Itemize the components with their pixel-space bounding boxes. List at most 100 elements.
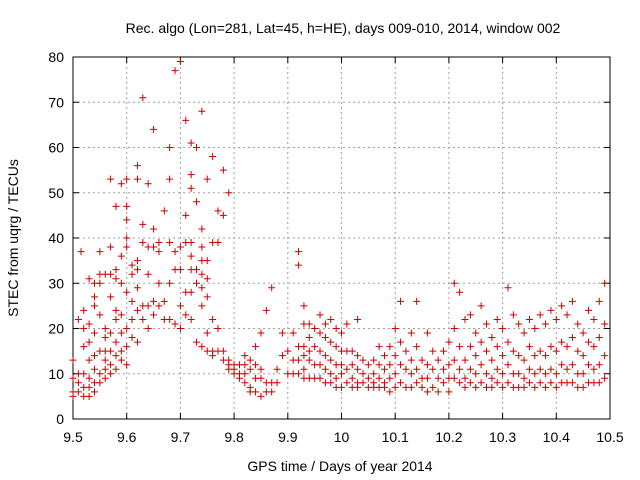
data-point <box>235 374 243 382</box>
data-point <box>117 347 125 355</box>
data-point <box>193 266 201 274</box>
y-tick-label: 50 <box>48 185 64 201</box>
data-point <box>450 356 458 364</box>
data-point <box>520 356 528 364</box>
data-point <box>542 352 550 360</box>
data-point <box>574 347 582 355</box>
data-point <box>563 311 571 319</box>
data-point <box>128 270 136 278</box>
data-point <box>434 388 442 396</box>
data-point <box>536 379 544 387</box>
data-point <box>525 315 533 323</box>
data-point <box>295 248 303 256</box>
data-point <box>402 365 410 373</box>
data-point <box>252 388 260 396</box>
data-point <box>413 297 421 305</box>
data-point <box>375 343 383 351</box>
data-point <box>316 361 324 369</box>
data-point <box>96 248 104 256</box>
data-point <box>552 315 560 323</box>
data-point <box>348 361 356 369</box>
data-point <box>203 275 211 283</box>
data-point <box>139 94 147 102</box>
data-point <box>493 343 501 351</box>
data-point <box>407 383 415 391</box>
data-point <box>504 338 512 346</box>
data-point <box>568 361 576 369</box>
data-point <box>155 302 163 310</box>
data-point <box>198 302 206 310</box>
x-tick-label: 10.4 <box>543 429 570 445</box>
data-point <box>305 356 313 364</box>
data-point <box>332 325 340 332</box>
y-tick-label: 40 <box>48 230 64 246</box>
y-tick-label: 30 <box>48 275 64 291</box>
data-point <box>305 320 313 328</box>
data-point <box>187 171 195 179</box>
data-point <box>327 338 335 346</box>
data-point <box>182 116 190 124</box>
data-point <box>123 343 131 351</box>
data-point <box>482 320 490 328</box>
data-point <box>585 306 593 314</box>
data-point <box>300 352 308 360</box>
data-point <box>343 320 351 328</box>
x-tick-label: 10.5 <box>596 429 623 445</box>
data-point <box>107 243 115 251</box>
data-point <box>338 383 345 391</box>
y-axis-label: STEC from uqrg / TECUs <box>5 159 21 317</box>
data-point <box>214 239 222 247</box>
data-point <box>187 239 195 247</box>
data-point <box>354 365 362 373</box>
data-point <box>552 347 560 355</box>
data-point <box>246 356 254 364</box>
data-point <box>579 352 587 360</box>
data-point <box>429 383 437 391</box>
data-point <box>407 356 415 364</box>
data-point <box>321 352 329 360</box>
data-point <box>348 347 356 355</box>
data-point <box>536 365 544 373</box>
data-point <box>364 361 372 369</box>
data-point <box>155 279 163 287</box>
data-point <box>96 370 104 378</box>
data-point <box>117 311 125 319</box>
data-point <box>300 365 308 373</box>
data-point <box>343 365 351 373</box>
data-point <box>155 248 163 256</box>
data-point <box>477 338 485 346</box>
data-point <box>117 329 125 337</box>
data-point <box>585 338 593 346</box>
data-point <box>112 275 120 283</box>
data-point <box>380 365 388 373</box>
data-point <box>327 379 335 387</box>
data-point <box>176 302 184 310</box>
data-point <box>96 311 104 319</box>
data-point <box>515 370 523 378</box>
data-point <box>364 374 372 382</box>
data-point <box>150 125 158 133</box>
data-point <box>601 374 609 382</box>
data-point <box>85 356 93 364</box>
data-point <box>429 347 437 355</box>
data-point <box>182 311 190 319</box>
data-point <box>123 175 131 183</box>
data-point <box>525 379 533 387</box>
data-point <box>579 329 587 337</box>
data-point <box>413 343 421 351</box>
data-point <box>295 356 303 364</box>
data-point <box>128 261 136 269</box>
data-point <box>85 383 93 391</box>
data-point <box>112 306 120 314</box>
data-point <box>493 315 501 323</box>
data-point <box>450 279 458 287</box>
data-point <box>370 356 378 364</box>
data-point <box>466 365 474 373</box>
data-point <box>338 329 345 337</box>
grid-lines <box>73 57 610 419</box>
data-point <box>343 379 351 387</box>
data-point <box>198 225 206 233</box>
data-point <box>198 343 206 351</box>
data-point <box>568 334 576 342</box>
data-point <box>112 352 120 360</box>
